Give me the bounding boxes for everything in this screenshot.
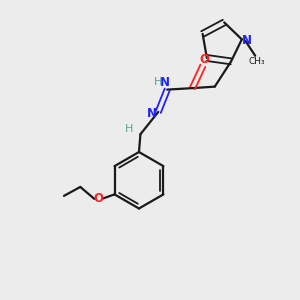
Text: H: H: [154, 77, 162, 87]
Text: H: H: [125, 124, 133, 134]
Text: N: N: [147, 107, 157, 120]
Text: O: O: [93, 192, 103, 205]
Text: N: N: [242, 34, 252, 47]
Text: O: O: [200, 53, 209, 66]
Text: CH₃: CH₃: [248, 57, 265, 66]
Text: N: N: [160, 76, 170, 89]
